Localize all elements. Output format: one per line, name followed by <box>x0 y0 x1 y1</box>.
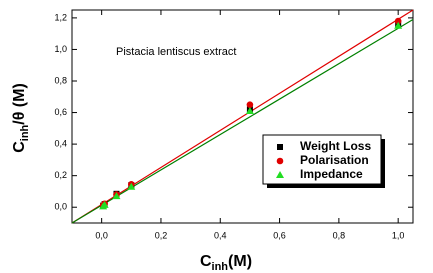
plot-frame <box>71 9 414 224</box>
x-tick-label: 0,8 <box>333 230 346 240</box>
x-title-sub: inh <box>212 261 229 273</box>
y-title-sub: inh <box>19 124 31 141</box>
y-tick-label: 0,2 <box>54 170 67 180</box>
legend-label: Weight Loss <box>300 139 371 153</box>
x-title-rest: (M) <box>228 253 252 270</box>
y-title-rest: /θ (M) <box>11 83 28 125</box>
y-tick-label: 1,0 <box>54 44 67 54</box>
x-tick-label: 0,6 <box>273 230 286 240</box>
annotation: Pistacia lentiscus extract <box>116 46 236 58</box>
point <box>245 106 254 114</box>
y-tick-label: 1,2 <box>54 12 67 22</box>
legend-marker <box>276 157 284 165</box>
point <box>246 101 254 108</box>
point <box>394 17 402 25</box>
y-tick-label: 0,4 <box>54 138 67 148</box>
x-tick-label: 0,2 <box>155 230 168 240</box>
point <box>394 21 403 29</box>
point <box>127 182 136 190</box>
point <box>112 192 121 200</box>
y-title-main: C <box>11 141 28 153</box>
x-tick-label: 0,4 <box>214 230 227 240</box>
fit-line <box>71 9 414 224</box>
x-title-main: C <box>200 253 212 270</box>
y-tick-label: 0,0 <box>54 202 67 212</box>
y-tick-label: 0,8 <box>54 75 67 85</box>
y-axis-title: Cinh/θ (M) <box>11 83 31 153</box>
legend-marker <box>277 144 283 150</box>
legend-label: Polarisation <box>300 153 369 167</box>
x-tick-label: 0,0 <box>95 230 108 240</box>
y-tick-label: 0,6 <box>54 107 67 117</box>
x-tick-label: 1,0 <box>392 230 405 240</box>
legend-label: Impedance <box>300 167 363 181</box>
legend-marker <box>276 171 284 178</box>
point <box>100 200 109 208</box>
x-axis-title: Cinh(M) <box>200 253 252 273</box>
